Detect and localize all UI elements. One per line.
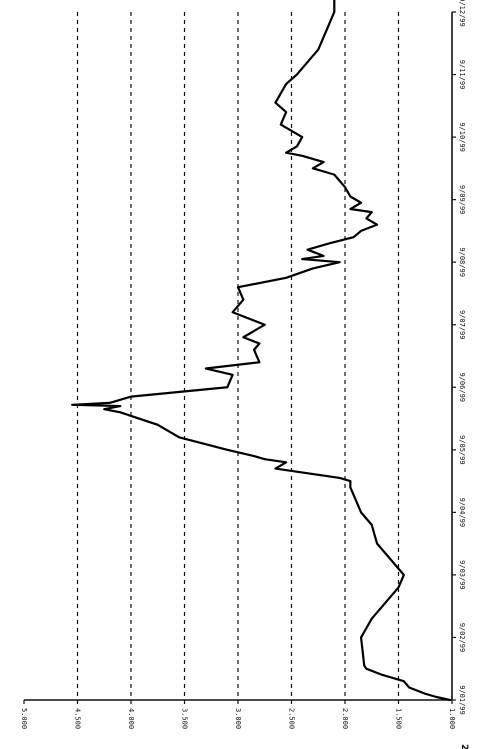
x-tick-label: 9/03/99 (458, 560, 466, 590)
y-tick-label: 2.500 (288, 708, 296, 729)
y-tick-label: 4.500 (74, 708, 82, 729)
x-tick-label: 9/05/99 (458, 435, 466, 465)
y-tick-label: 3.500 (181, 708, 189, 729)
series-line (71, 0, 451, 702)
x-tick-label: 9/10/99 (458, 122, 466, 152)
x-tick-label: 9/06/99 (458, 373, 466, 403)
y-tick-label: 1.500 (395, 708, 403, 729)
x-tick-label: 9/04/99 (458, 498, 466, 528)
grid-layer (76, 12, 400, 700)
y-tick-layer: 1.000 1.500 2.000 2.500 3.000 3.500 4.000 4.500… (20, 700, 456, 729)
x-tick-label: 9/01/99 (458, 685, 466, 715)
x-tick-label: 9/09/99 (458, 185, 466, 215)
x-tick-layer: 9/01/99 9/02/99 9/03/99 9/04/99 9/05/99 9/06/… (452, 0, 466, 715)
corner-mark: 2 (459, 744, 469, 749)
y-tick-label: 4.000 (127, 708, 135, 729)
y-tick-label: 3.000 (234, 708, 242, 729)
y-tick-label: 2.000 (341, 708, 349, 729)
x-tick-label: 9/02/99 (458, 623, 466, 653)
x-tick-label: 9/11/99 (458, 60, 466, 90)
x-tick-label: 9/12/99 (458, 0, 466, 27)
x-tick-label: 9/08/99 (458, 247, 466, 277)
x-tick-label: 9/07/99 (458, 310, 466, 340)
y-tick-label: 1.000 (448, 708, 456, 729)
y-tick-label: 5.000 (20, 708, 28, 729)
series-layer (71, 0, 451, 702)
